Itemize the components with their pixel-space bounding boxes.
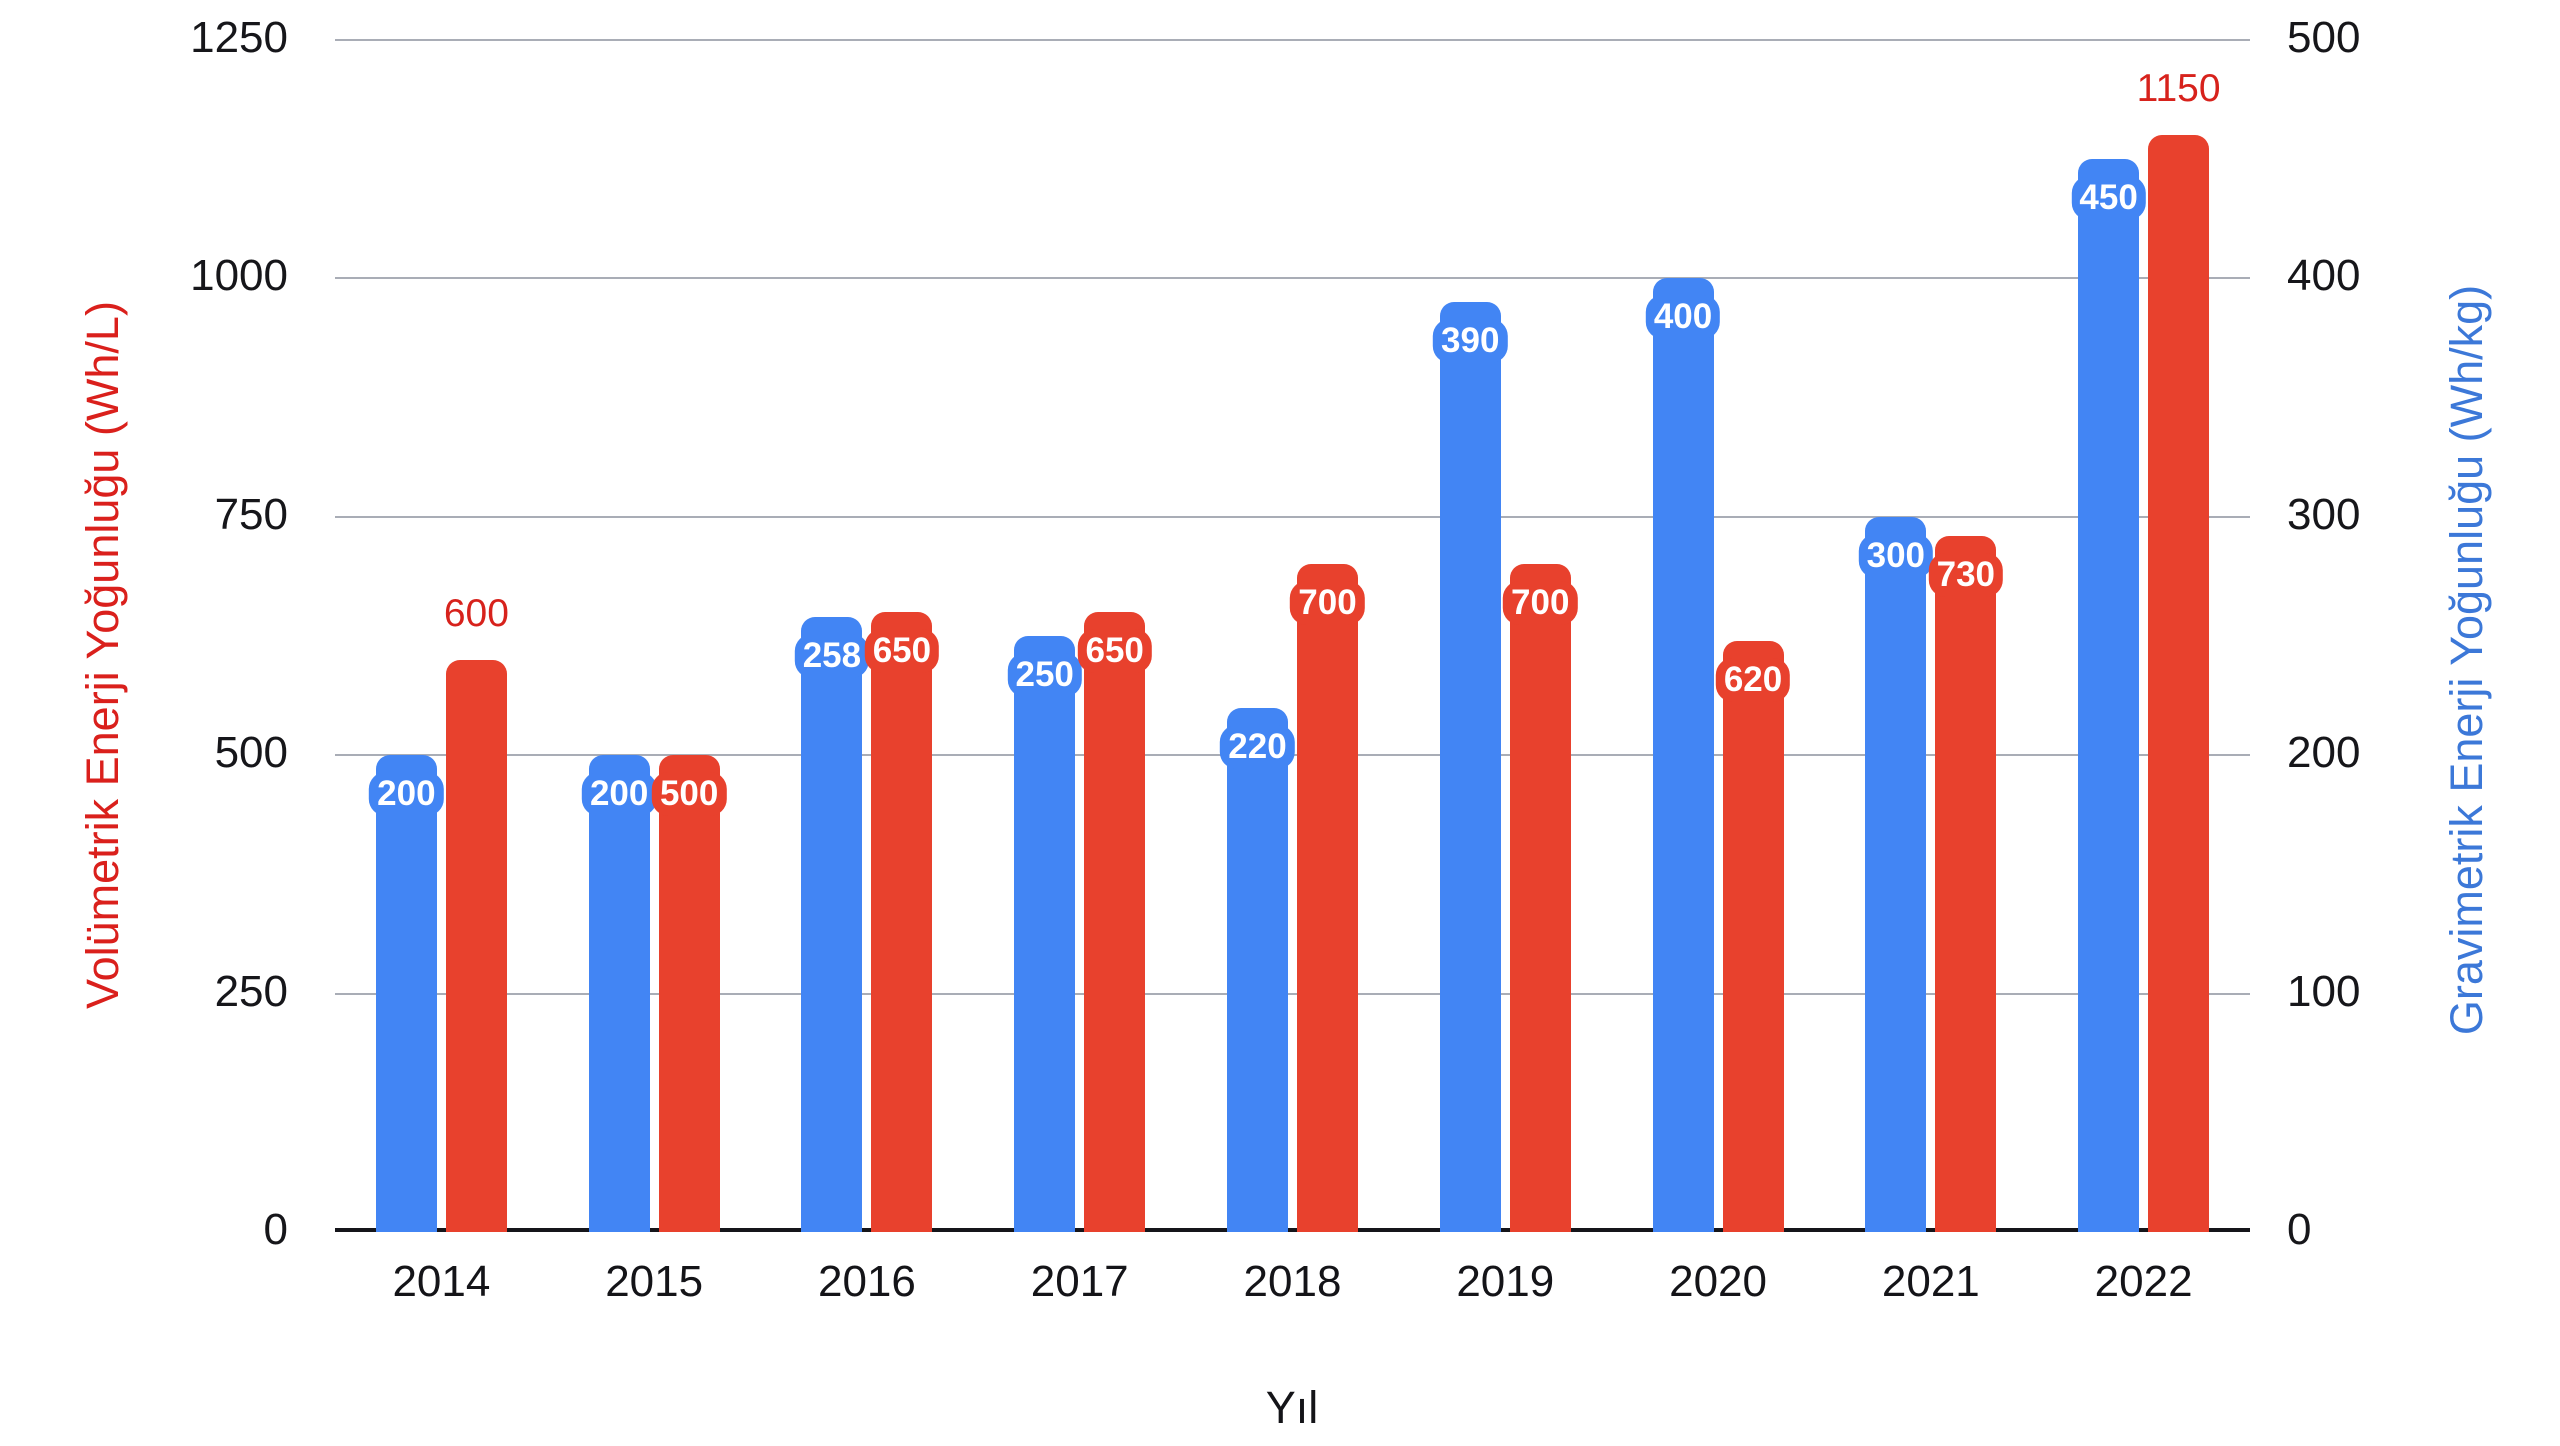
left-axis-tick-label: 1000 — [190, 251, 288, 301]
gravimetric-value-label: 258 — [794, 634, 870, 678]
x-axis-tick-label: 2017 — [1030, 1257, 1129, 1306]
gravimetric-bar: 200 — [581, 755, 657, 1232]
volumetric-bar: 650 — [864, 612, 940, 1232]
volumetric-value-label: 700 — [1290, 581, 1365, 625]
gravimetric-value-label: 390 — [1433, 319, 1508, 363]
gravimetric-value-label: 220 — [1220, 725, 1295, 769]
volumetric-bar: 700 — [1290, 564, 1365, 1232]
volumetric-value-label: 650 — [1077, 629, 1152, 673]
left-axis-tick-label: 0 — [263, 1205, 288, 1254]
bar-group-2019: 390 700 — [1399, 40, 1612, 1232]
gravimetric-value-label: 400 — [1645, 295, 1721, 339]
bar-group-2015: 200 500 — [548, 40, 761, 1232]
gravimetric-bar: 258 — [794, 617, 870, 1232]
left-axis-tick-label: 750 — [214, 489, 288, 539]
gridline — [335, 39, 2250, 41]
volumetric-value-label: 700 — [1503, 581, 1578, 625]
gravimetric-bar: 200 — [369, 755, 444, 1232]
volumetric-bar: 650 — [1077, 612, 1152, 1232]
volumetric-bar: 700 — [1503, 564, 1578, 1232]
gravimetric-value-label: 200 — [369, 772, 444, 816]
left-axis-tick-label: 1250 — [190, 13, 288, 62]
gravimetric-value-label: 250 — [1007, 653, 1082, 697]
gravimetric-value-label: 450 — [2071, 176, 2146, 220]
x-axis-tick-label: 2021 — [1881, 1257, 1980, 1306]
gridline — [335, 515, 2250, 518]
x-axis-title: Yıl — [1265, 1382, 1319, 1433]
volumetric-bar: 1150 — [2137, 69, 2221, 1232]
gravimetric-bar: 450 — [2071, 159, 2146, 1232]
volumetric-value-label: 730 — [1928, 553, 2004, 597]
x-axis-tick-label: 2020 — [1669, 1257, 1767, 1306]
x-axis-tick-label: 2019 — [1456, 1257, 1555, 1306]
gridline — [335, 992, 2250, 995]
right-axis-tick-label: 100 — [2287, 966, 2361, 1016]
volumetric-value-label-outside: 600 — [443, 592, 509, 635]
right-axis-title: Gravimetrik Enerji Yoğunluğu (Wh/kg) — [2441, 284, 2492, 1036]
right-axis-tick-label: 400 — [2287, 251, 2361, 301]
bar-group-2014: 200 600 — [335, 40, 548, 1232]
volumetric-bar: 600 — [444, 594, 509, 1232]
volumetric-bar: 620 — [1715, 641, 1791, 1232]
bar-group-2017: 250 650 — [973, 40, 1186, 1232]
gravimetric-bar: 390 — [1433, 302, 1508, 1232]
right-axis-tick-label: 300 — [2287, 489, 2361, 539]
volumetric-value-label-outside: 1150 — [2136, 67, 2221, 110]
right-axis-tick-label: 0 — [2287, 1205, 2312, 1254]
left-axis-title: Volümetrik Enerji Yoğunluğu (Wh/L) — [77, 301, 128, 1009]
gridline — [335, 277, 2250, 280]
left-axis-tick-label: 250 — [214, 966, 288, 1016]
gravimetric-bar: 300 — [1858, 517, 1934, 1232]
volumetric-bar: 500 — [651, 755, 727, 1232]
bar-group-2020: 400 620 — [1612, 40, 1825, 1232]
x-axis-tick-label: 2014 — [392, 1257, 491, 1306]
volumetric-value-label: 620 — [1715, 658, 1791, 702]
x-axis-baseline — [335, 1228, 2250, 1232]
x-axis-tick-label: 2022 — [2094, 1257, 2193, 1306]
plot-area: 200 600 200 500 258 650 250 650 220 700 390 700 400 6… — [335, 39, 2250, 1232]
x-axis-tick-label: 2016 — [817, 1257, 916, 1306]
left-axis-tick-label: 500 — [214, 728, 288, 778]
bar-group-2022: 450 1150 — [2037, 40, 2250, 1232]
x-axis-tick-label: 2018 — [1243, 1257, 1342, 1306]
bar-group-2021: 300 730 — [1824, 40, 2037, 1232]
volumetric-value-label: 650 — [864, 629, 940, 673]
bar-group-2018: 220 700 — [1186, 40, 1399, 1232]
volumetric-value-label: 500 — [651, 772, 727, 816]
gravimetric-bar: 250 — [1007, 636, 1082, 1232]
right-axis-tick-label: 500 — [2287, 13, 2361, 62]
gravimetric-bar: 400 — [1645, 278, 1721, 1232]
volumetric-bar: 730 — [1928, 536, 2004, 1232]
right-axis-tick-label: 200 — [2287, 728, 2361, 778]
x-axis-tick-label: 2015 — [605, 1257, 704, 1306]
gravimetric-bar: 220 — [1220, 708, 1295, 1232]
gravimetric-value-label: 300 — [1858, 534, 1934, 578]
gravimetric-value-label: 200 — [581, 772, 657, 816]
bar-group-2016: 258 650 — [761, 40, 974, 1232]
